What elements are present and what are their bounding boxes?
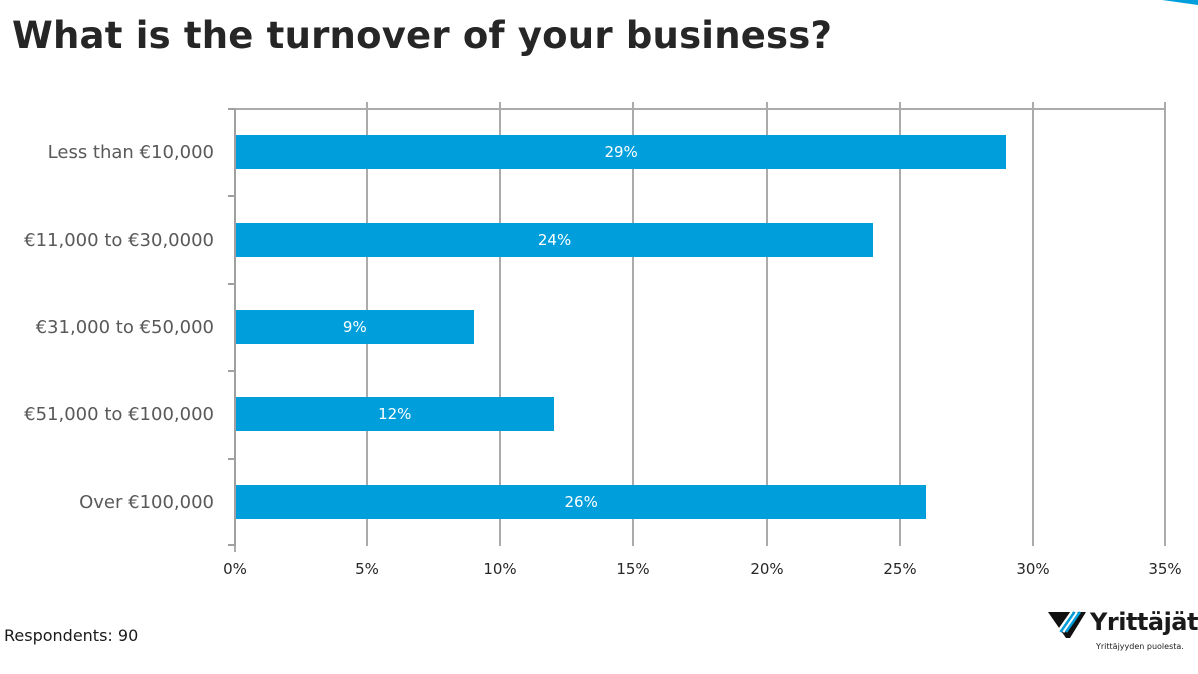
gridline-15	[632, 102, 634, 546]
bar-value-label: 26%	[564, 493, 598, 511]
x-tick-label: 0%	[223, 560, 247, 578]
x-tick-label: 15%	[616, 560, 650, 578]
x-tick-label: 5%	[355, 560, 379, 578]
gridline-30	[1032, 102, 1034, 546]
logo-name: Yrittäjät	[1090, 608, 1198, 636]
bar-value-label: 9%	[342, 318, 367, 336]
y-tick	[228, 108, 234, 110]
x-tick-label: 25%	[883, 560, 917, 578]
x-tick-label: 35%	[1148, 560, 1182, 578]
y-tick	[228, 544, 234, 546]
y-tick	[228, 458, 234, 460]
bar-51000-to-100000: 12%	[236, 397, 554, 431]
bar-less-than-10000: 29%	[236, 135, 1007, 169]
bar-value-label: 29%	[604, 143, 638, 161]
category-label: €51,000 to €100,000	[24, 404, 214, 425]
top-gridline	[228, 108, 1166, 110]
category-label: €11,000 to €30,0000	[24, 230, 214, 251]
gridline-20	[766, 102, 768, 546]
x-tick	[234, 546, 236, 552]
y-axis	[234, 108, 236, 546]
y-tick	[228, 370, 234, 372]
bar-31000-to-50000: 9%	[236, 310, 474, 344]
bar-chart-plot-area: 29% 24% 9% 12% 26%	[228, 102, 1166, 552]
x-tick-label: 20%	[750, 560, 784, 578]
yrittajat-logo: Yrittäjät Yrittäjyyden puolesta.	[1046, 606, 1198, 656]
gridline-25	[899, 102, 901, 546]
bar-11000-to-30000: 24%	[236, 223, 874, 257]
bar-value-label: 12%	[378, 405, 412, 423]
bar-over-100000: 26%	[236, 485, 927, 519]
bar-value-label: 24%	[537, 231, 572, 249]
gridline-10	[499, 102, 501, 546]
category-label: Over €100,000	[79, 492, 214, 513]
page-title: What is the turnover of your business?	[12, 14, 833, 57]
x-tick-label: 10%	[483, 560, 517, 578]
logo-tagline: Yrittäjyyden puolesta.	[1096, 642, 1184, 651]
logo-mark-icon	[1048, 611, 1086, 638]
y-tick	[228, 195, 234, 197]
y-tick	[228, 283, 234, 285]
respondents-note: Respondents: 90	[4, 626, 139, 645]
x-tick-label: 30%	[1016, 560, 1050, 578]
corner-accent-decoration	[1162, 0, 1198, 5]
category-label: €31,000 to €50,000	[35, 317, 214, 338]
gridline-35	[1164, 102, 1166, 546]
category-label: Less than €10,000	[47, 142, 214, 163]
